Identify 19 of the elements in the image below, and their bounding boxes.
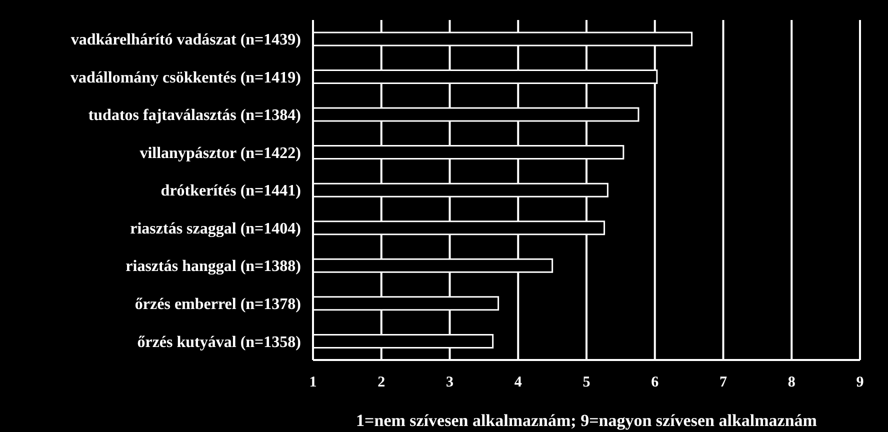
x-tick-label: 8 [788, 374, 796, 391]
y-tick-label: riasztás hanggal (n=1388) [126, 258, 301, 276]
x-tick-label: 5 [582, 374, 590, 391]
y-tick-label: vadkárelhárító vadászat (n=1439) [70, 32, 301, 49]
x-tick-label: 2 [378, 374, 386, 391]
y-tick-label: riasztás szaggal (n=1404) [130, 220, 301, 238]
y-tick-label: őrzés emberrel (n=1378) [134, 296, 301, 314]
y-tick-label: vadállomány csökkentés (n=1419) [70, 69, 301, 86]
y-tick-label: drótkerítés (n=1441) [160, 182, 301, 200]
x-tick-label: 6 [651, 374, 660, 391]
y-tick-label: tudatos fajtaválasztás (n=1384) [88, 107, 301, 124]
x-tick-label: 1 [309, 374, 317, 391]
x-tick-label: 7 [720, 374, 728, 391]
y-tick-label: villanypásztor (n=1422) [140, 144, 301, 162]
y-tick-label: őrzés kutyával (n=1358) [137, 334, 301, 351]
x-tick-label: 3 [446, 374, 454, 391]
x-axis-title: 1=nem szívesen alkalmaznám; 9=nagyon szívesen alkalmaznám [356, 411, 817, 430]
x-tick-label: 4 [514, 374, 522, 391]
x-tick-label: 9 [856, 374, 864, 391]
